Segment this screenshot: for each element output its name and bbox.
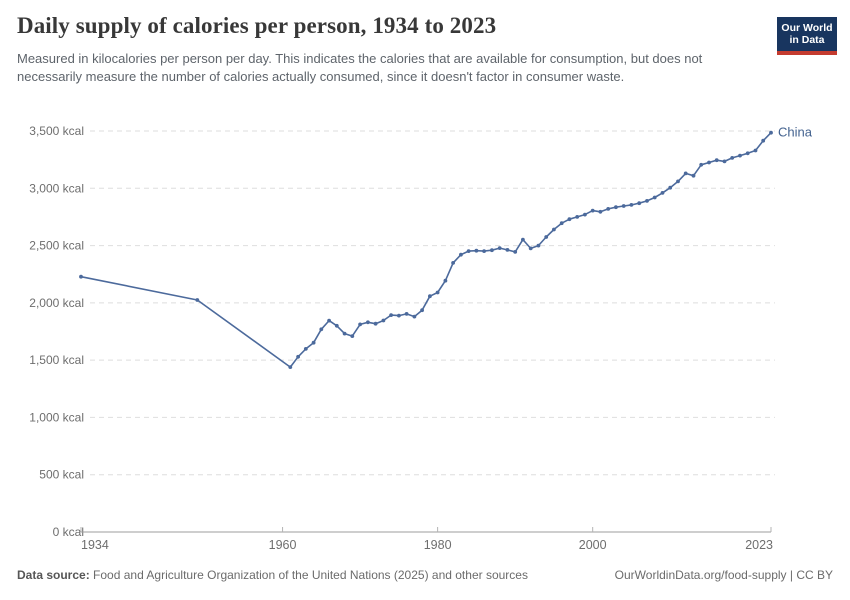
data-point-china-1981 bbox=[443, 278, 448, 283]
data-point-china-2015 bbox=[707, 160, 711, 165]
data-point-china-1999 bbox=[583, 212, 587, 217]
data-point-china-2019 bbox=[738, 153, 742, 158]
data-point-china-1962 bbox=[296, 354, 300, 359]
data-point-china-1973 bbox=[381, 318, 386, 323]
y-axis-label-2500: 2,500 kcal bbox=[29, 239, 84, 253]
data-point-china-1968 bbox=[342, 331, 347, 336]
x-axis-label-1934: 1934 bbox=[81, 538, 109, 552]
data-point-china-2016 bbox=[714, 158, 719, 163]
data-point-china-1998 bbox=[575, 215, 580, 219]
page-title: Daily supply of calories per person, 193… bbox=[17, 13, 497, 38]
data-point-china-1985 bbox=[474, 248, 479, 253]
data-point-china-2021 bbox=[753, 148, 758, 153]
y-axis-label-3000: 3,000 kcal bbox=[29, 181, 84, 195]
data-point-china-1964 bbox=[311, 340, 316, 345]
data-point-china-1982 bbox=[451, 261, 455, 265]
data-point-china-1978 bbox=[420, 308, 424, 313]
data-point-china-1979 bbox=[428, 294, 432, 299]
data-point-china-1965 bbox=[319, 327, 324, 332]
y-axis-label-1000: 1,000 kcal bbox=[29, 410, 84, 424]
data-point-china-1934 bbox=[79, 274, 83, 279]
data-point-china-1988 bbox=[497, 246, 502, 251]
data-source-note: Data source: Food and Agriculture Organi… bbox=[17, 568, 528, 586]
data-point-china-1991 bbox=[521, 237, 525, 242]
data-point-china-1993 bbox=[536, 243, 541, 248]
data-point-china-2012 bbox=[683, 171, 688, 176]
data-point-china-1984 bbox=[466, 249, 471, 254]
data-point-china-1992 bbox=[528, 246, 533, 251]
data-point-china-1963 bbox=[303, 347, 308, 351]
series-label-china[interactable]: China bbox=[778, 125, 813, 140]
x-axis-label-2000: 2000 bbox=[579, 538, 607, 552]
data-point-china-2011 bbox=[676, 179, 680, 184]
data-point-china-1995 bbox=[552, 227, 556, 232]
x-axis-label-1960: 1960 bbox=[269, 538, 297, 552]
data-point-china-2018 bbox=[730, 156, 735, 160]
data-point-china-2022 bbox=[761, 138, 766, 143]
series-line-china[interactable] bbox=[80, 131, 772, 368]
chart-footer: Data source: Food and Agriculture Organi… bbox=[17, 568, 833, 586]
data-point-china-1997 bbox=[567, 217, 572, 222]
data-point-china-2002 bbox=[606, 207, 611, 211]
data-point-china-2017 bbox=[722, 159, 727, 164]
owid-logo-line2: in Data bbox=[789, 34, 825, 46]
data-point-china-1967 bbox=[334, 323, 339, 328]
data-point-china-1980 bbox=[435, 290, 440, 295]
data-point-china-1976 bbox=[404, 312, 409, 316]
data-point-china-2003 bbox=[614, 205, 618, 210]
data-point-china-1990 bbox=[513, 250, 518, 254]
data-point-china-2000 bbox=[590, 208, 595, 213]
data-point-china-2023 bbox=[769, 130, 773, 135]
data-point-china-2001 bbox=[598, 209, 603, 214]
data-point-china-1994 bbox=[544, 235, 549, 239]
data-point-china-1975 bbox=[397, 313, 401, 318]
data-point-china-2008 bbox=[652, 195, 657, 200]
data-point-china-1966 bbox=[327, 318, 331, 323]
y-axis-label-500: 500 kcal bbox=[39, 468, 84, 482]
data-point-china-2020 bbox=[745, 151, 750, 156]
data-source-label: Data source: bbox=[17, 568, 90, 582]
data-point-china-2006 bbox=[637, 201, 642, 206]
data-point-china-1987 bbox=[490, 248, 494, 253]
data-point-china-1970 bbox=[358, 322, 362, 327]
x-axis-label-2023: 2023 bbox=[745, 538, 773, 552]
data-point-china-2009 bbox=[660, 191, 665, 195]
y-axis-label-0: 0 kcal bbox=[53, 525, 84, 539]
data-point-china-1983 bbox=[459, 252, 463, 257]
data-point-china-2004 bbox=[621, 204, 626, 208]
data-source-text: Food and Agriculture Organization of the… bbox=[89, 568, 528, 582]
data-point-china-1972 bbox=[373, 321, 378, 326]
y-axis-label-2000: 2,000 kcal bbox=[29, 296, 84, 310]
data-point-china-2005 bbox=[629, 203, 634, 207]
data-point-china-1949 bbox=[195, 298, 200, 302]
data-point-china-1989 bbox=[505, 248, 510, 252]
data-point-china-2010 bbox=[668, 185, 673, 190]
data-point-china-1969 bbox=[350, 334, 355, 338]
y-axis-label-1500: 1,500 kcal bbox=[29, 353, 84, 367]
credit-link: OurWorldinData.org/food-supply | CC BY bbox=[614, 568, 833, 582]
owid-logo[interactable]: Our World in Data bbox=[777, 17, 837, 55]
data-point-china-1974 bbox=[389, 313, 393, 317]
x-axis-label-1980: 1980 bbox=[424, 538, 452, 552]
data-point-china-1996 bbox=[559, 221, 564, 226]
data-point-china-1977 bbox=[412, 314, 417, 319]
owid-logo-line1: Our World bbox=[781, 22, 833, 34]
data-point-china-2014 bbox=[699, 162, 704, 167]
data-point-china-1971 bbox=[366, 320, 370, 325]
data-point-china-1986 bbox=[482, 249, 486, 254]
data-point-china-1961 bbox=[288, 365, 293, 369]
data-point-china-2013 bbox=[691, 173, 696, 178]
y-axis-label-3500: 3,500 kcal bbox=[29, 124, 84, 138]
data-point-china-2007 bbox=[645, 199, 649, 203]
chart-subtitle: Measured in kilocalories per person per … bbox=[17, 51, 703, 85]
